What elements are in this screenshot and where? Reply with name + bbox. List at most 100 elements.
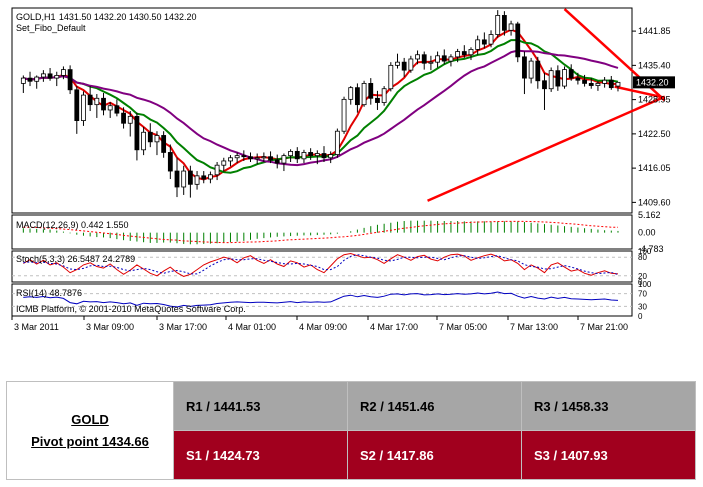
price-tick-label: 1428.95 bbox=[638, 95, 671, 105]
candle-body bbox=[568, 69, 574, 79]
candle-body bbox=[214, 164, 220, 176]
candle-body bbox=[341, 98, 347, 132]
candlestick bbox=[268, 151, 273, 164]
candle-body bbox=[174, 170, 180, 188]
candlestick bbox=[328, 151, 334, 164]
candlestick bbox=[121, 107, 126, 129]
candle-body bbox=[141, 131, 147, 151]
time-tick-label: 7 Mar 21:00 bbox=[580, 322, 628, 332]
stochastic-tick-label: 20 bbox=[638, 272, 647, 281]
candlestick bbox=[501, 11, 507, 36]
candlestick bbox=[595, 81, 601, 91]
candlestick bbox=[161, 131, 167, 158]
candlestick bbox=[81, 91, 86, 126]
candlestick bbox=[381, 86, 387, 106]
candle-body bbox=[107, 105, 113, 111]
candle-body bbox=[40, 73, 46, 78]
candlestick bbox=[542, 72, 547, 110]
candlestick bbox=[154, 131, 160, 156]
candle-body bbox=[348, 87, 354, 100]
candle-body bbox=[228, 157, 233, 162]
candle-body bbox=[401, 61, 407, 71]
candle-body bbox=[501, 15, 507, 31]
candlesticks bbox=[20, 10, 621, 198]
candlestick bbox=[214, 162, 220, 181]
candle-body bbox=[61, 69, 66, 76]
candle-body bbox=[461, 51, 467, 56]
pivot-points-table: GOLD Pivot point 1434.66 R1 / 1441.53 R2… bbox=[6, 381, 696, 480]
candlestick bbox=[74, 86, 80, 134]
candle-body bbox=[555, 70, 561, 87]
candle-body bbox=[81, 94, 86, 121]
candle-body bbox=[34, 76, 40, 82]
stochastic-tick-label: 0 bbox=[638, 278, 643, 287]
chart-symbol-header: GOLD,H1 1431.50 1432.20 1430.50 1432.20 bbox=[16, 12, 196, 22]
price-chart: 1441.85 1435.40 1428.95 1422.50 1416.05 1409.… bbox=[11, 7, 675, 332]
candle-body bbox=[468, 49, 474, 56]
candlestick bbox=[348, 86, 354, 105]
candlestick bbox=[228, 155, 233, 167]
candle-body bbox=[481, 39, 487, 45]
candle-body bbox=[74, 89, 80, 121]
candlestick bbox=[408, 55, 414, 73]
price-tick-label: 1409.60 bbox=[638, 197, 671, 207]
candlestick bbox=[508, 20, 514, 36]
candle-body bbox=[294, 150, 300, 160]
copyright-watermark: ICMB Platform, © 2001-2010 MetaQuotes So… bbox=[16, 304, 246, 314]
candlestick bbox=[187, 165, 193, 198]
candle-body bbox=[20, 77, 26, 84]
trendline bbox=[427, 95, 666, 202]
candlestick bbox=[314, 150, 320, 165]
candlestick bbox=[481, 32, 487, 49]
candle-body bbox=[87, 94, 93, 106]
candlestick bbox=[274, 154, 280, 169]
time-tick-label: 3 Mar 17:00 bbox=[159, 322, 207, 332]
candle-body bbox=[562, 69, 567, 87]
candle-body bbox=[328, 154, 334, 159]
candle-body bbox=[595, 83, 601, 86]
pivot-symbol-cell: GOLD Pivot point 1434.66 bbox=[6, 381, 174, 480]
candlestick bbox=[441, 49, 447, 65]
candle-body bbox=[101, 97, 106, 111]
candle-body bbox=[615, 81, 621, 87]
candle-body bbox=[94, 97, 100, 106]
candle-body bbox=[167, 152, 173, 172]
candle-body bbox=[134, 115, 140, 151]
candle-body bbox=[435, 55, 440, 63]
candle-body bbox=[127, 115, 133, 124]
candle-body bbox=[528, 60, 534, 79]
candle-body bbox=[355, 87, 360, 106]
candlestick bbox=[254, 153, 260, 165]
candlestick bbox=[281, 153, 287, 172]
candle-body bbox=[535, 60, 541, 82]
candle-body bbox=[508, 23, 514, 31]
candle-body bbox=[321, 153, 327, 159]
candlestick bbox=[101, 92, 106, 116]
candlestick bbox=[67, 65, 73, 95]
candlestick bbox=[221, 157, 227, 172]
trendline bbox=[614, 85, 666, 99]
candle-body bbox=[582, 79, 587, 84]
support-2: S2 / 1417.86 bbox=[347, 430, 522, 480]
candle-body bbox=[441, 55, 447, 62]
candlestick bbox=[415, 50, 420, 65]
candlestick bbox=[588, 78, 594, 89]
candle-body bbox=[495, 15, 501, 35]
candle-body bbox=[27, 77, 33, 82]
candle-body bbox=[408, 58, 414, 71]
stochastic-tick-label: 100 bbox=[638, 247, 652, 256]
rsi-tick-label: 30 bbox=[638, 302, 647, 311]
candlestick bbox=[375, 90, 380, 110]
candlestick bbox=[20, 75, 26, 93]
candlestick bbox=[181, 165, 187, 195]
time-tick-label: 4 Mar 09:00 bbox=[299, 322, 347, 332]
candle-body bbox=[415, 54, 420, 60]
candle-body bbox=[154, 135, 160, 143]
candlestick bbox=[448, 54, 454, 67]
candle-body bbox=[608, 79, 614, 89]
candlestick bbox=[61, 66, 66, 80]
current-price-marker bbox=[633, 76, 675, 89]
candle-body bbox=[542, 80, 547, 90]
candlestick bbox=[495, 10, 501, 38]
